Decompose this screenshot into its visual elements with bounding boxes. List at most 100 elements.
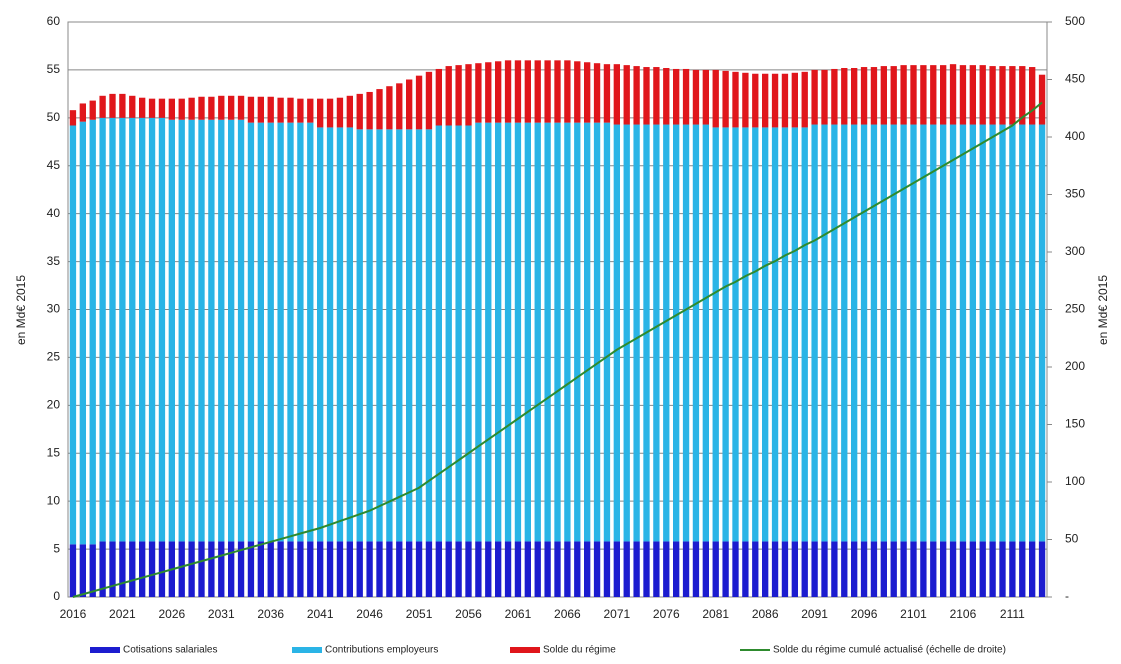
bar-segment — [524, 541, 531, 597]
bar-segment — [999, 124, 1006, 542]
bar-segment — [504, 122, 512, 542]
x-tick-label: 2031 — [208, 607, 235, 621]
y2-tick-label: 200 — [1065, 359, 1085, 373]
bar-segment — [376, 89, 383, 130]
bar-segment — [307, 541, 314, 597]
bar-segment — [425, 541, 433, 597]
bar-segment — [722, 70, 729, 128]
bar-segment — [900, 541, 907, 597]
bar-segment — [752, 127, 759, 542]
bar-segment — [752, 73, 759, 128]
bar-segment — [228, 541, 235, 597]
bar-segment — [544, 60, 551, 123]
bar-segment — [900, 65, 907, 125]
bar-segment — [346, 95, 353, 128]
bar-segment — [791, 541, 798, 597]
bar-segment — [198, 541, 205, 597]
bar-segment — [969, 541, 976, 597]
bar-segment — [663, 541, 670, 597]
bar-segment — [475, 122, 482, 542]
bar-segment — [435, 541, 442, 597]
bar-segment — [959, 65, 967, 125]
bar-segment — [79, 544, 86, 597]
bar-segment — [702, 541, 709, 597]
bar-segment — [406, 129, 413, 542]
bar-segment — [593, 541, 601, 597]
x-tick-label: 2111 — [1000, 607, 1025, 621]
bar-segment — [841, 541, 848, 597]
bar-segment — [603, 64, 611, 123]
bar-segment — [297, 122, 304, 542]
bar-segment — [89, 119, 96, 545]
bar-segment — [317, 98, 324, 128]
bar-segment — [870, 124, 878, 542]
bar-segment — [465, 64, 472, 126]
bar-segment — [495, 541, 502, 597]
y-tick-label: 30 — [47, 302, 61, 316]
bar-segment — [593, 122, 601, 542]
bar-segment — [949, 124, 957, 542]
bar-segment — [791, 127, 798, 542]
bar-segment — [178, 98, 185, 120]
y2-tick-label: 400 — [1065, 129, 1085, 143]
bar-segment — [139, 541, 146, 597]
bar-segment — [752, 541, 759, 597]
x-tick-label: 2026 — [158, 607, 185, 621]
bar-segment — [109, 117, 116, 542]
bar-segment — [712, 127, 719, 542]
y2-tick-label: 450 — [1065, 72, 1085, 86]
line — [72, 101, 1043, 598]
y2-tick-label: 250 — [1065, 302, 1085, 316]
legend-label: Solde du régime cumulé actualisé (échell… — [773, 645, 1006, 656]
bar-segment — [287, 541, 294, 597]
bar-segment — [129, 541, 136, 597]
bar-segment — [633, 66, 640, 125]
legend-label: Solde du régime — [543, 645, 616, 656]
bar-segment — [821, 124, 828, 542]
bar-segment — [851, 68, 858, 125]
bar-segment — [99, 541, 106, 597]
bar-segment — [119, 93, 126, 118]
bar-segment — [673, 124, 680, 542]
bar-segment — [455, 541, 462, 597]
bar-segment — [1019, 541, 1026, 597]
y2-axis-label: en Md€ 2015 — [1096, 275, 1110, 345]
x-tick-label: 2021 — [109, 607, 136, 621]
bar-segment — [920, 541, 927, 597]
bar-segment — [544, 541, 551, 597]
bar-segment — [831, 68, 838, 125]
bar-segment — [603, 541, 611, 597]
bar-segment — [396, 541, 403, 597]
bar-segment — [811, 124, 818, 542]
bar-segment — [613, 64, 620, 125]
bar-segment — [297, 98, 304, 123]
bar-segment — [346, 541, 353, 597]
bar-segment — [218, 119, 225, 542]
bar-segment — [692, 69, 700, 125]
bar-segment — [593, 63, 601, 123]
bar-segment — [168, 98, 175, 120]
bar-segment — [702, 69, 709, 125]
bar-segment — [336, 127, 344, 542]
bar-segment — [890, 124, 897, 542]
x-tick-label: 2101 — [900, 607, 927, 621]
bar-segment — [524, 122, 531, 542]
bar-segment — [485, 541, 492, 597]
bar-segment — [959, 124, 967, 542]
bar-segment — [237, 119, 245, 542]
bar-segment — [247, 541, 255, 597]
bar-segment — [287, 97, 294, 123]
bar-segment — [425, 71, 433, 130]
bar-segment — [366, 91, 373, 130]
bar-segment — [198, 119, 205, 542]
bar-segment — [831, 124, 838, 542]
bar-segment — [574, 541, 581, 597]
y2-tick-label: 500 — [1065, 14, 1085, 28]
bar-segment — [979, 541, 986, 597]
bar-segment — [208, 119, 215, 542]
bar-segment — [653, 124, 660, 542]
x-tick-label: 2016 — [60, 607, 87, 621]
bar-segment — [257, 541, 264, 597]
bar-segment — [178, 119, 185, 542]
bar-segment — [267, 96, 274, 123]
